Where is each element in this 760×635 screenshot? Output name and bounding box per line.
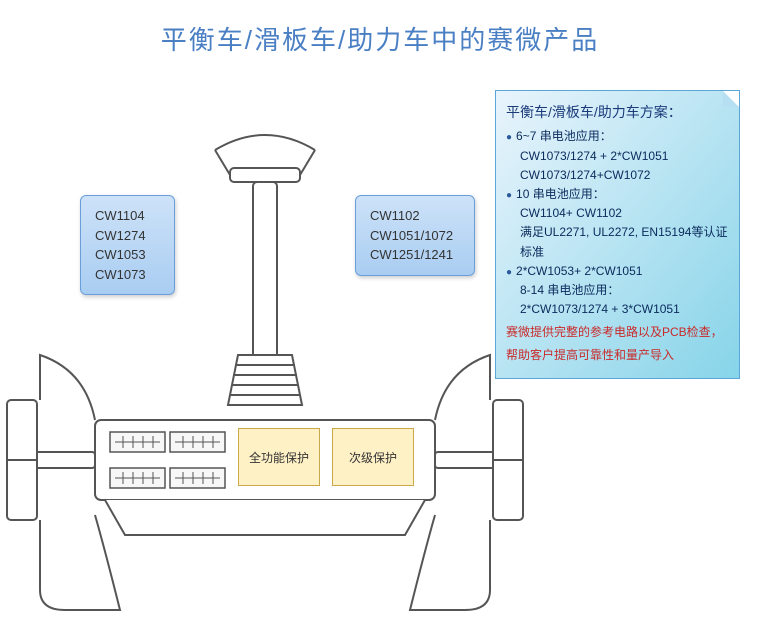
box-secondary-label: 次级保护 — [349, 449, 397, 466]
vehicle-diagram — [5, 120, 525, 630]
info-note: 帮助客户提高可靠性和量产导入 — [506, 346, 729, 365]
info-sub: 2*CW1073/1274 + 3*CW1051 — [506, 300, 729, 319]
page-title: 平衡车/滑板车/助力车中的赛微产品 — [0, 20, 760, 57]
info-header: 平衡车/滑板车/助力车方案： — [506, 101, 729, 123]
info-sub: CW1073/1274 + 2*CW1051 — [506, 147, 729, 166]
info-bullet: 2*CW1053+ 2*CW1051 — [506, 262, 729, 281]
box-secondary-protection: 次级保护 — [332, 428, 414, 486]
info-sub: CW1104+ CW1102 — [506, 204, 729, 223]
info-sub: 满足UL2271, UL2272, EN15194等认证标准 — [506, 223, 729, 261]
box-full-protection: 全功能保护 — [238, 428, 320, 486]
box-full-label: 全功能保护 — [249, 449, 309, 466]
info-sub: 8-14 串电池应用： — [506, 281, 729, 300]
info-panel: 平衡车/滑板车/助力车方案： 6~7 串电池应用： CW1073/1274 + … — [495, 90, 740, 379]
info-bullet: 6~7 串电池应用： — [506, 127, 729, 146]
info-bullet: 10 串电池应用： — [506, 185, 729, 204]
info-sub: CW1073/1274+CW1072 — [506, 166, 729, 185]
info-note: 赛微提供完整的参考电路以及PCB检查， — [506, 323, 729, 342]
